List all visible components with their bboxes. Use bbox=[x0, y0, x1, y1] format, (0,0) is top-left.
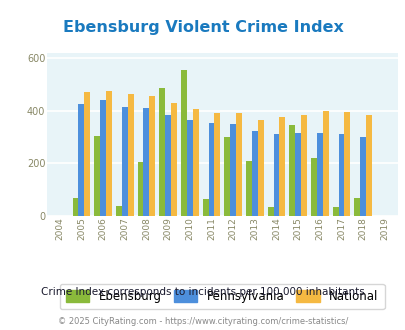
Bar bbox=[100, 100, 106, 216]
Bar bbox=[72, 198, 78, 216]
Bar bbox=[310, 158, 316, 216]
Bar bbox=[165, 115, 171, 216]
Bar bbox=[137, 162, 143, 216]
Bar bbox=[94, 136, 100, 216]
Bar bbox=[359, 137, 365, 216]
Bar bbox=[122, 107, 127, 216]
Bar bbox=[301, 115, 306, 216]
Bar bbox=[230, 124, 235, 216]
Bar bbox=[202, 199, 208, 216]
Bar bbox=[273, 135, 279, 216]
Bar bbox=[214, 114, 220, 216]
Bar bbox=[181, 70, 186, 216]
Bar bbox=[192, 110, 198, 216]
Bar bbox=[365, 115, 371, 216]
Bar bbox=[257, 120, 263, 216]
Bar bbox=[332, 207, 338, 216]
Bar bbox=[289, 125, 294, 216]
Bar bbox=[235, 114, 241, 216]
Text: © 2025 CityRating.com - https://www.cityrating.com/crime-statistics/: © 2025 CityRating.com - https://www.city… bbox=[58, 317, 347, 326]
Bar bbox=[149, 96, 155, 216]
Bar bbox=[159, 88, 165, 216]
Bar bbox=[127, 94, 133, 216]
Text: Crime Index corresponds to incidents per 100,000 inhabitants: Crime Index corresponds to incidents per… bbox=[41, 287, 364, 297]
Bar bbox=[186, 120, 192, 216]
Bar bbox=[343, 112, 350, 216]
Bar bbox=[267, 207, 273, 216]
Bar bbox=[294, 133, 301, 216]
Bar bbox=[143, 108, 149, 216]
Bar bbox=[78, 104, 84, 216]
Bar bbox=[251, 131, 257, 216]
Bar bbox=[84, 92, 90, 216]
Bar bbox=[354, 198, 359, 216]
Bar bbox=[245, 161, 251, 216]
Bar bbox=[224, 137, 230, 216]
Bar bbox=[106, 91, 111, 216]
Bar bbox=[322, 111, 328, 216]
Bar bbox=[338, 135, 343, 216]
Bar bbox=[316, 133, 322, 216]
Text: Ebensburg Violent Crime Index: Ebensburg Violent Crime Index bbox=[62, 20, 343, 35]
Bar bbox=[279, 117, 285, 216]
Legend: Ebensburg, Pennsylvania, National: Ebensburg, Pennsylvania, National bbox=[60, 284, 384, 309]
Bar bbox=[116, 206, 121, 216]
Bar bbox=[171, 103, 177, 216]
Bar bbox=[208, 123, 214, 216]
